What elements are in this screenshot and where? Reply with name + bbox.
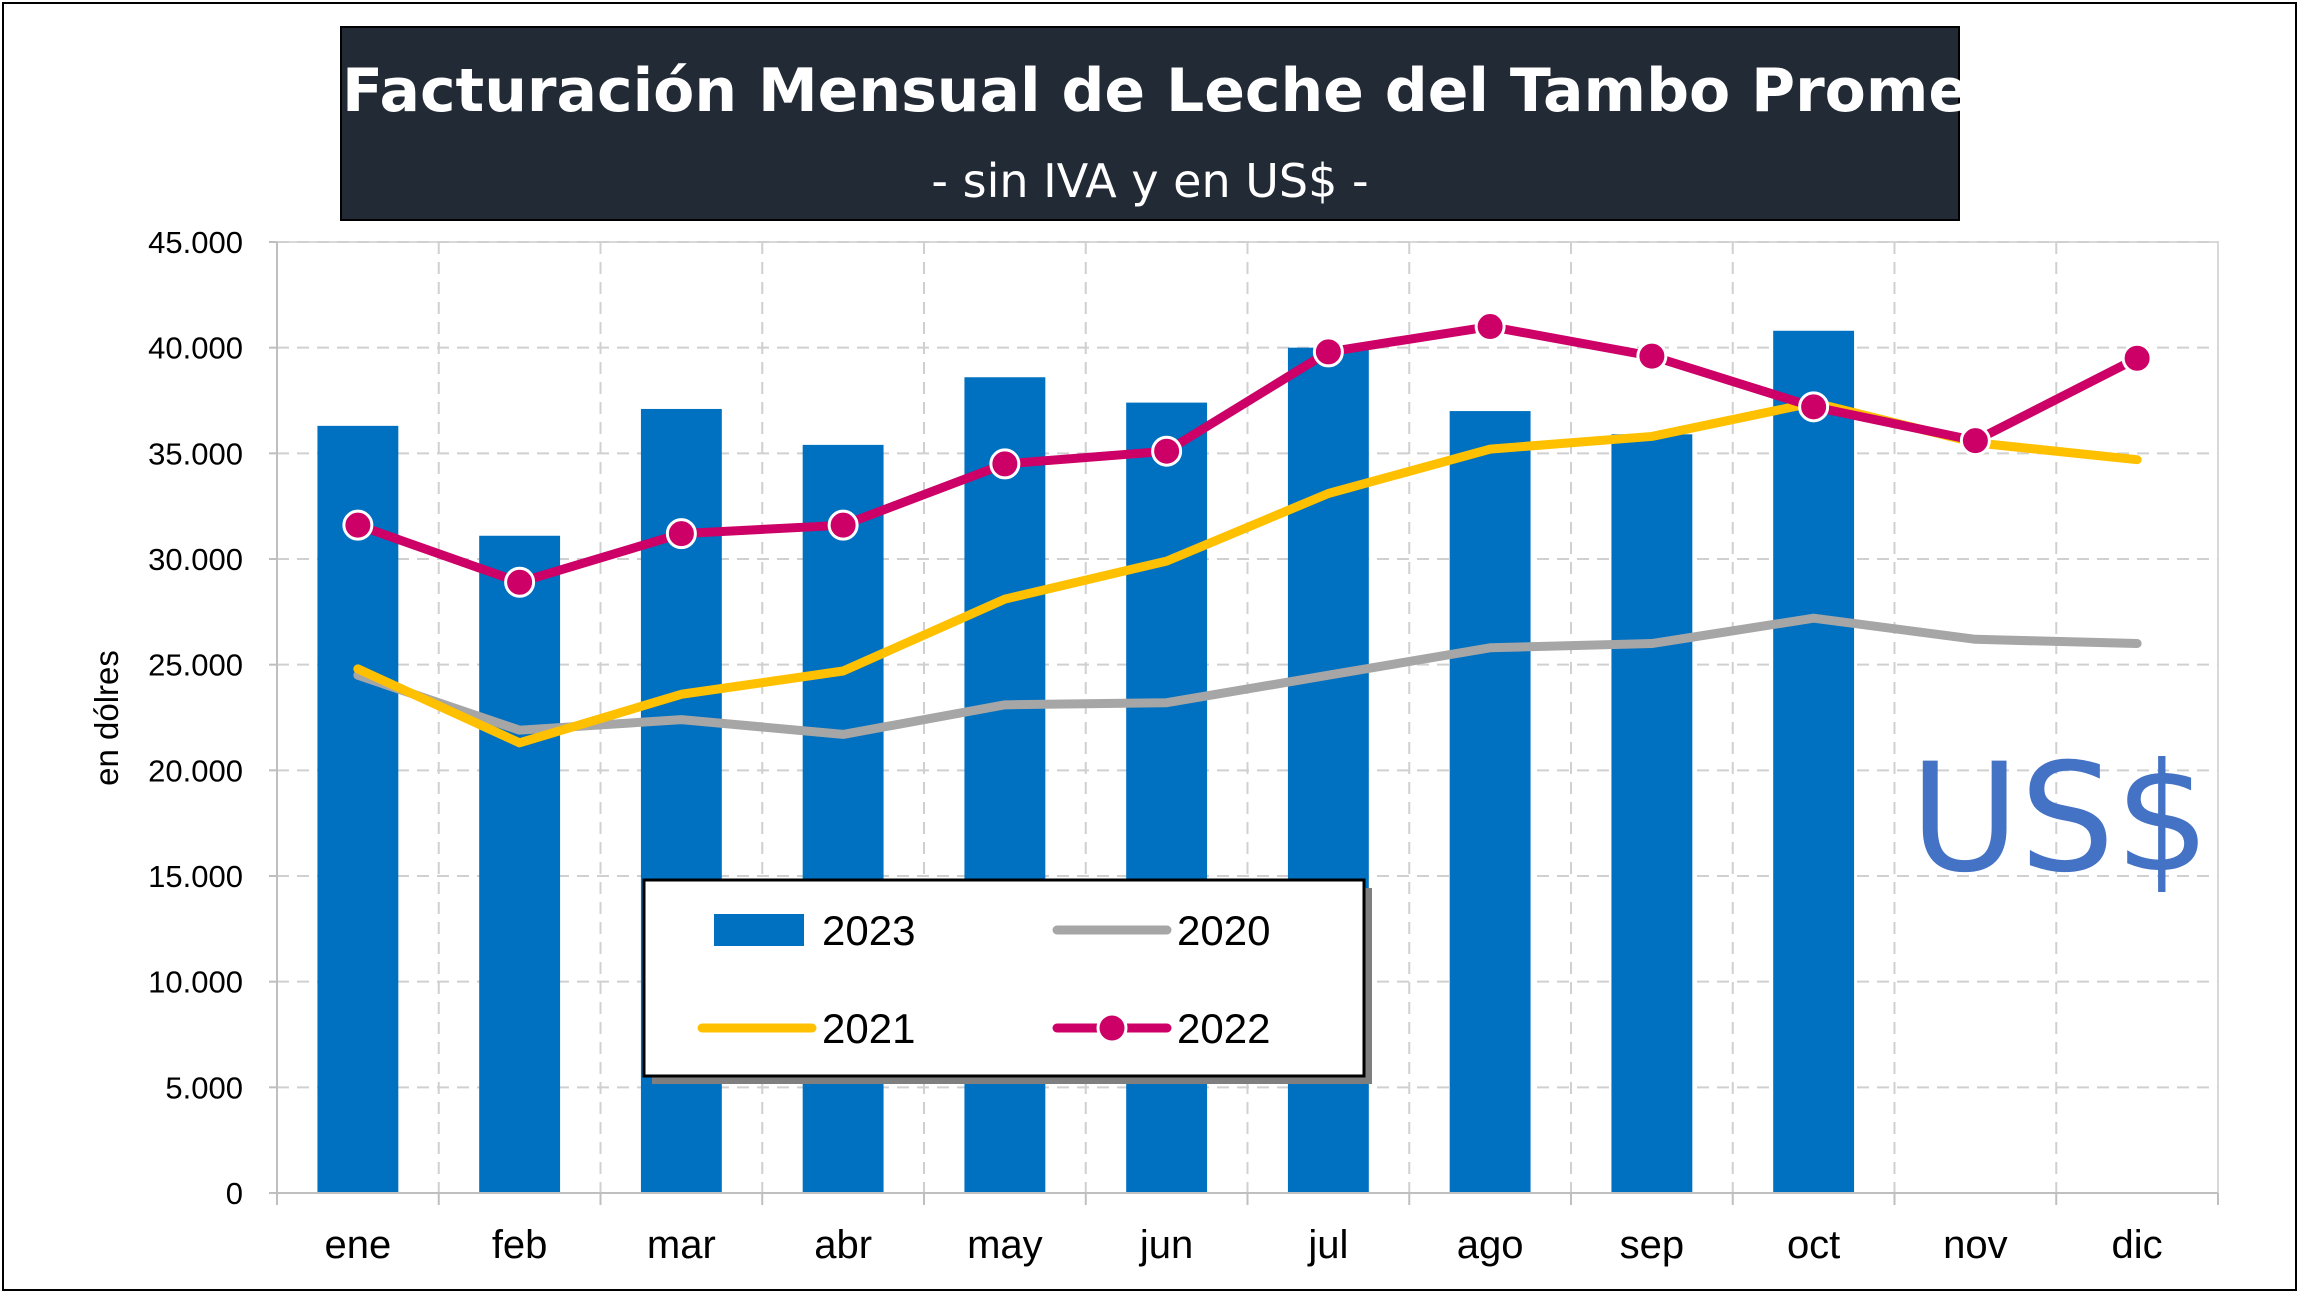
point-2022-mar (665, 518, 697, 550)
legend: 2023 2020 2021 2022 (642, 878, 1372, 1084)
point-2022-nov (1959, 425, 1991, 457)
x-ticks: ene feb mar abr may jun jul ago sep oct nov dic (325, 1223, 2163, 1267)
legend-box (642, 878, 1366, 1078)
bar-2023-ago (1449, 411, 1531, 1194)
x-tick-label: may (967, 1223, 1043, 1267)
point-2022-ago (1474, 311, 1506, 343)
y-tick-label: 25.000 (148, 648, 243, 683)
point-2022-may (989, 448, 1021, 480)
point-2022-dic (2121, 342, 2153, 374)
legend-label-2022: 2022 (1177, 1005, 1270, 1052)
x-tick-label: feb (492, 1223, 548, 1267)
x-tick-label: jul (1307, 1223, 1348, 1267)
y-tick-label: 10.000 (148, 965, 243, 1000)
y-tick-label: 5.000 (165, 1070, 243, 1105)
y-tick-label: 40.000 (148, 331, 243, 366)
x-tick-label: oct (1787, 1223, 1840, 1267)
bar-2023-sep (1611, 434, 1693, 1193)
x-tick-label: abr (814, 1223, 872, 1267)
x-tick-label: ene (325, 1223, 392, 1267)
axes (269, 241, 2219, 1205)
bar-2023-ene (317, 425, 399, 1193)
chart-subtitle: - sin IVA y en US$ - (931, 154, 1369, 208)
title-banner: Facturación Mensual de Leche del Tambo P… (340, 26, 2074, 221)
bar-2023-feb (479, 535, 561, 1193)
point-2022-feb (504, 566, 536, 598)
x-tick-label: ago (1457, 1223, 1524, 1267)
x-tick-label: nov (1943, 1223, 2008, 1267)
line-series (342, 311, 2153, 748)
x-tick-label: dic (2112, 1223, 2163, 1267)
legend-label-2021: 2021 (822, 1005, 915, 1052)
y-tick-label: 20.000 (148, 753, 243, 788)
currency-watermark: US$ (1910, 732, 2210, 906)
legend-label-2023: 2023 (822, 907, 915, 954)
y-tick-label: 15.000 (148, 859, 243, 894)
line-2020 (353, 613, 2142, 739)
y-tick-label: 0 (226, 1176, 243, 1211)
legend-swatch-2023 (714, 914, 804, 946)
x-tick-label: sep (1620, 1223, 1685, 1267)
point-2022-sep (1636, 340, 1668, 372)
point-2022-oct (1798, 391, 1830, 423)
point-2022-abr (827, 509, 859, 541)
point-2022-jul (1312, 336, 1344, 368)
legend-label-2020: 2020 (1177, 907, 1270, 954)
y-tick-label: 45.000 (148, 225, 243, 260)
x-tick-label: mar (647, 1223, 716, 1267)
y-tick-label: 30.000 (148, 542, 243, 577)
legend-marker-2022 (1096, 1012, 1128, 1044)
point-2022-ene (342, 509, 374, 541)
y-tick-label: 35.000 (148, 436, 243, 471)
point-2022-jun (1151, 435, 1183, 467)
y-axis-label: en dólres (88, 650, 125, 786)
chart-title: Facturación Mensual de Leche del Tambo P… (342, 56, 2074, 126)
y-ticks: 0 5.000 10.000 15.000 20.000 25.000 30.000 35.0… (148, 225, 243, 1211)
line-2022 (353, 322, 2142, 587)
bar-2023-oct (1773, 330, 1855, 1193)
x-tick-label: jun (1139, 1223, 1193, 1267)
